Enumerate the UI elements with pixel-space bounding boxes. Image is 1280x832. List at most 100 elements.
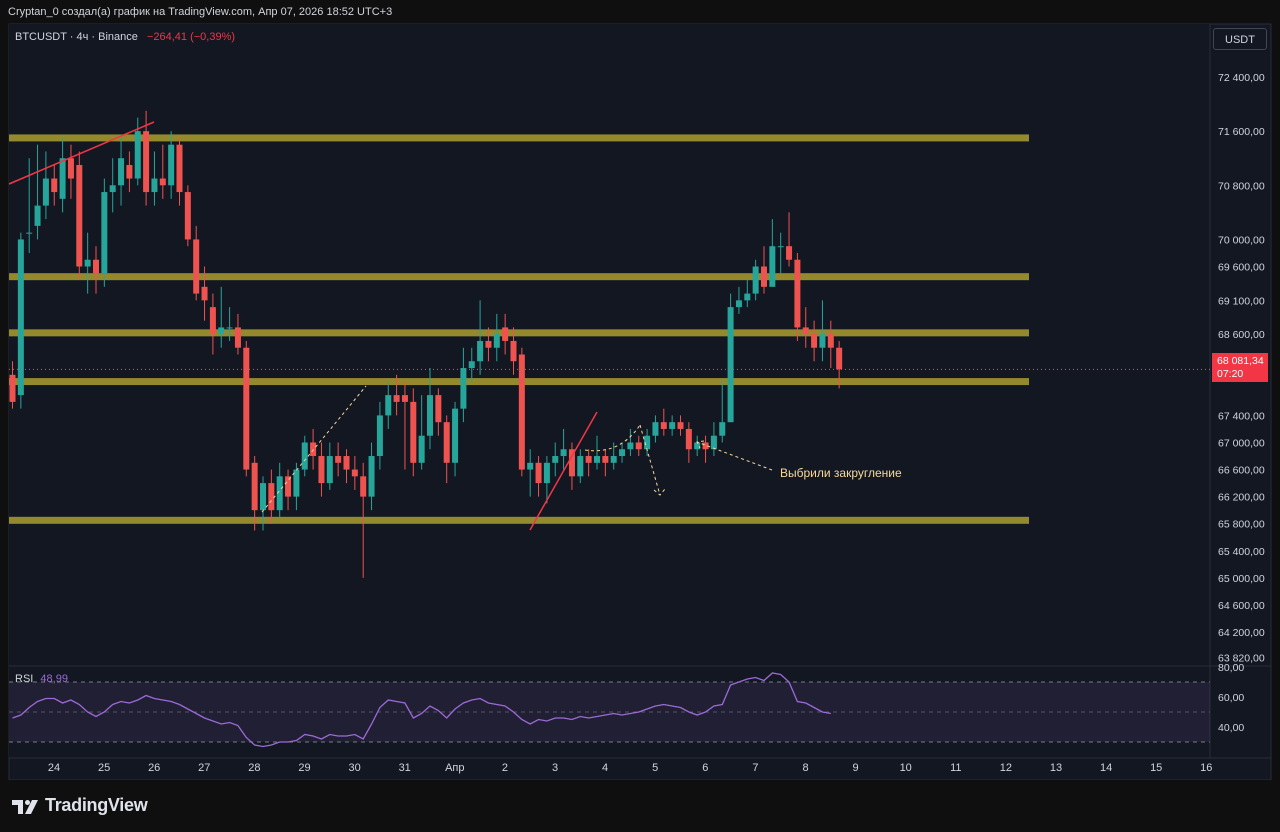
candle-body-down[interactable] bbox=[351, 469, 358, 477]
candle-body-up[interactable] bbox=[109, 185, 116, 193]
time-axis[interactable]: 24 25 26 27 28 29 30 31 Апр 2 3 4 5 6 7 8 9 10 11 12 13 14 15 1… bbox=[48, 762, 1213, 774]
horizontal-level[interactable] bbox=[9, 134, 1029, 142]
rsi-name[interactable]: RSI bbox=[15, 673, 34, 685]
candle-body-down[interactable] bbox=[76, 164, 83, 267]
candle-body-down[interactable] bbox=[794, 259, 801, 328]
candle-body-up[interactable] bbox=[26, 232, 33, 234]
candle-body-up[interactable] bbox=[694, 442, 701, 450]
candle-body-up[interactable] bbox=[84, 259, 91, 267]
candle-body-down[interactable] bbox=[435, 395, 442, 423]
candle-body-down[interactable] bbox=[535, 462, 542, 484]
candle-body-up[interactable] bbox=[669, 422, 676, 429]
candle-body-down[interactable] bbox=[251, 462, 258, 511]
candle-body-up[interactable] bbox=[226, 327, 233, 329]
currency-button[interactable]: USDT bbox=[1213, 28, 1267, 50]
candle-body-down[interactable] bbox=[360, 476, 367, 497]
symbol-legend[interactable]: BTCUSDT · 4ч · Binance −264,41 (−0,39%) bbox=[15, 31, 235, 43]
horizontal-level[interactable] bbox=[9, 273, 1029, 281]
candle-body-down[interactable] bbox=[635, 442, 642, 450]
candle-body-down[interactable] bbox=[761, 266, 767, 287]
candle-body-down[interactable] bbox=[285, 476, 292, 497]
candle-body-up[interactable] bbox=[644, 435, 651, 450]
candle-body-up[interactable] bbox=[560, 449, 567, 457]
candle-body-down[interactable] bbox=[485, 340, 492, 348]
annotation-text[interactable]: Выбрили закругление bbox=[780, 466, 902, 480]
candle-body-down[interactable] bbox=[201, 286, 208, 301]
candle-body-down[interactable] bbox=[677, 422, 684, 429]
candle-body-down[interactable] bbox=[176, 144, 183, 193]
dashed-drop-arrow[interactable] bbox=[639, 424, 666, 496]
candle-body-up[interactable] bbox=[594, 456, 600, 463]
candle-body-up[interactable] bbox=[260, 483, 266, 511]
candle-body-up[interactable] bbox=[777, 246, 784, 248]
candle-body-up[interactable] bbox=[460, 368, 467, 409]
candle-body-up[interactable] bbox=[619, 449, 626, 457]
trend-drawings[interactable] bbox=[8, 121, 773, 531]
horizontal-level[interactable] bbox=[9, 516, 1029, 524]
symbol-name[interactable]: BTCUSDT · 4ч · Binance bbox=[15, 31, 138, 43]
candle-body-down[interactable] bbox=[836, 347, 843, 370]
candle-body-up[interactable] bbox=[17, 239, 24, 396]
candle-body-down[interactable] bbox=[209, 307, 216, 335]
candle-body-up[interactable] bbox=[477, 340, 484, 362]
candle-body-up[interactable] bbox=[101, 192, 108, 274]
candle-body-down[interactable] bbox=[585, 456, 592, 463]
trendline-bottom[interactable] bbox=[529, 411, 598, 531]
candle-body-up[interactable] bbox=[610, 456, 617, 463]
candle-body-down[interactable] bbox=[393, 395, 400, 402]
candle-body-down[interactable] bbox=[802, 327, 809, 335]
candle-body-up[interactable] bbox=[627, 442, 634, 450]
candle-body-up[interactable] bbox=[168, 144, 175, 186]
candle-body-down[interactable] bbox=[243, 347, 250, 470]
candlesticks[interactable] bbox=[9, 110, 843, 578]
candle-body-up[interactable] bbox=[719, 422, 726, 436]
candle-body-down[interactable] bbox=[602, 456, 609, 463]
candle-body-up[interactable] bbox=[427, 395, 433, 436]
candle-body-down[interactable] bbox=[310, 442, 317, 457]
candle-body-up[interactable] bbox=[819, 334, 826, 348]
rsi-line[interactable] bbox=[12, 672, 831, 748]
candle-body-up[interactable] bbox=[376, 415, 383, 457]
candle-body-down[interactable] bbox=[410, 401, 417, 463]
candle-body-up[interactable] bbox=[326, 456, 333, 484]
candle-body-up[interactable] bbox=[652, 422, 659, 436]
candle-body-up[interactable] bbox=[276, 476, 283, 511]
candle-body-up[interactable] bbox=[577, 456, 584, 477]
candle-body-down[interactable] bbox=[268, 483, 275, 511]
candle-body-down[interactable] bbox=[510, 340, 517, 362]
candle-body-up[interactable] bbox=[552, 456, 559, 463]
candle-body-up[interactable] bbox=[42, 178, 49, 206]
candle-body-up[interactable] bbox=[301, 442, 308, 470]
candle-body-up[interactable] bbox=[293, 469, 300, 497]
candle-body-down[interactable] bbox=[660, 422, 667, 429]
candle-body-down[interactable] bbox=[401, 395, 408, 402]
candle-body-up[interactable] bbox=[727, 307, 734, 423]
candle-body-up[interactable] bbox=[218, 327, 225, 335]
candle-body-down[interactable] bbox=[827, 334, 834, 348]
candle-body-down[interactable] bbox=[502, 327, 509, 341]
rsi-indicator[interactable] bbox=[9, 672, 1210, 748]
candle-body-down[interactable] bbox=[786, 246, 793, 260]
candle-body-up[interactable] bbox=[151, 178, 158, 193]
tradingview-logo[interactable]: TradingView bbox=[12, 795, 148, 816]
candle-body-down[interactable] bbox=[443, 422, 450, 463]
dashed-rounding-arc[interactable] bbox=[584, 424, 641, 452]
candle-body-down[interactable] bbox=[234, 327, 241, 348]
candle-body-up[interactable] bbox=[468, 361, 475, 369]
candle-body-up[interactable] bbox=[452, 408, 459, 463]
candle-body-down[interactable] bbox=[318, 456, 325, 484]
candle-body-down[interactable] bbox=[518, 354, 525, 470]
rsi-legend[interactable]: RSI 48,99 bbox=[15, 673, 68, 685]
candle-body-down[interactable] bbox=[51, 178, 58, 193]
candle-body-up[interactable] bbox=[418, 435, 425, 463]
candle-body-up[interactable] bbox=[543, 462, 550, 484]
candle-body-up[interactable] bbox=[769, 246, 776, 287]
candle-body-down[interactable] bbox=[67, 158, 74, 179]
candle-body-up[interactable] bbox=[59, 158, 66, 199]
trendline-top[interactable] bbox=[8, 121, 155, 185]
candle-body-down[interactable] bbox=[568, 449, 575, 477]
price-pane[interactable] bbox=[9, 24, 1210, 666]
candle-body-up[interactable] bbox=[134, 131, 141, 179]
candle-body-down[interactable] bbox=[126, 164, 133, 179]
